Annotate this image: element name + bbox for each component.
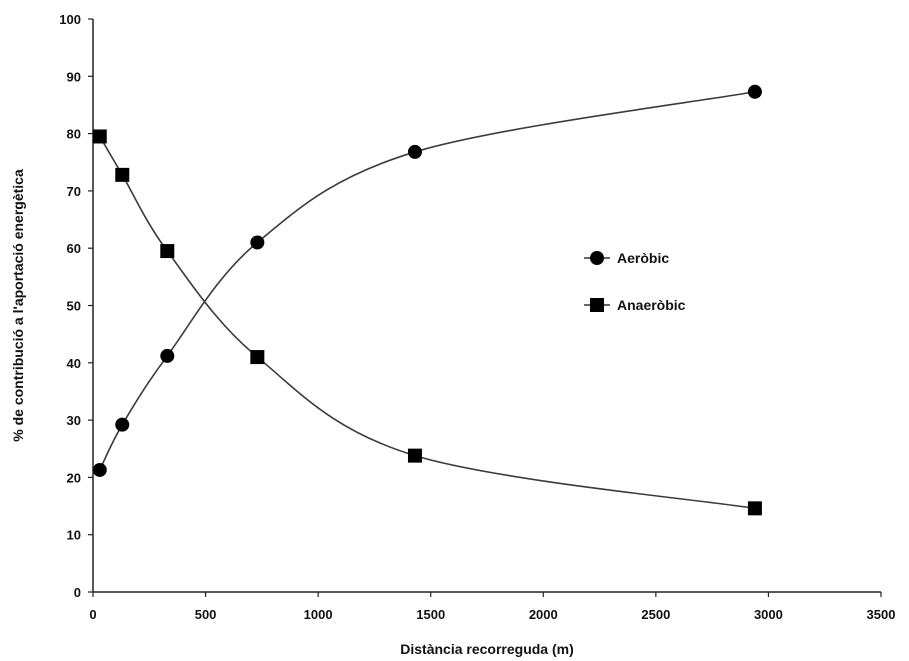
legend-label-anaerobic: Anaeròbic: [617, 297, 686, 313]
y-tick-label: 0: [74, 585, 81, 600]
legend-marker-aerobic: [590, 251, 604, 265]
legend-label-aerobic: Aeròbic: [617, 250, 669, 266]
data-point-anaerobic: [747, 501, 762, 516]
legend-item-anaerobic: Anaeròbic: [584, 297, 686, 313]
data-point-anaerobic: [160, 244, 175, 259]
data-point-aerobic: [92, 462, 107, 477]
y-tick-label: 30: [67, 413, 81, 428]
series-layer: [92, 84, 762, 516]
data-point-aerobic: [160, 348, 175, 363]
y-tick-label: 50: [67, 299, 81, 314]
x-tick-label: 2500: [641, 607, 670, 622]
y-tick-label: 40: [67, 356, 81, 371]
x-tick-label: 2000: [529, 607, 558, 622]
data-point-anaerobic: [407, 448, 422, 463]
legend-item-aerobic: Aeròbic: [584, 250, 669, 266]
y-ticks: 0 10 20 30 40 50 60 70 80 90 100: [59, 12, 93, 600]
series-line-anaerobic: [99, 136, 756, 510]
data-point-aerobic: [407, 144, 422, 159]
data-point-anaerobic: [115, 167, 130, 182]
data-point-anaerobic: [250, 350, 265, 365]
data-point-aerobic: [115, 417, 130, 432]
x-tick-label: 3000: [754, 607, 783, 622]
x-tick-label: 1500: [416, 607, 445, 622]
y-tick-label: 20: [67, 470, 81, 485]
series-line-aerobic: [99, 90, 756, 471]
y-tick-label: 80: [67, 127, 81, 142]
y-tick-label: 100: [59, 12, 81, 27]
x-tick-label: 3500: [867, 607, 896, 622]
legend: Aeròbic Anaeròbic: [584, 250, 686, 313]
data-point-anaerobic: [92, 129, 107, 144]
y-tick-label: 10: [67, 528, 81, 543]
x-tick-label: 0: [89, 607, 96, 622]
y-tick-label: 70: [67, 184, 81, 199]
x-tick-label: 1000: [304, 607, 333, 622]
y-tick-label: 90: [67, 69, 81, 84]
x-axis-title: Distància recorreguda (m): [400, 641, 574, 657]
axes: [92, 19, 881, 593]
data-point-aerobic: [250, 235, 265, 250]
legend-marker-anaerobic: [590, 298, 604, 312]
y-tick-label: 60: [67, 241, 81, 256]
y-axis-title: % de contribució a l'aportació energètic…: [10, 169, 26, 442]
x-tick-label: 500: [195, 607, 217, 622]
data-point-aerobic: [747, 84, 762, 99]
x-ticks: 0 500 1000 1500 2000 2500 3000 3500: [89, 592, 895, 622]
